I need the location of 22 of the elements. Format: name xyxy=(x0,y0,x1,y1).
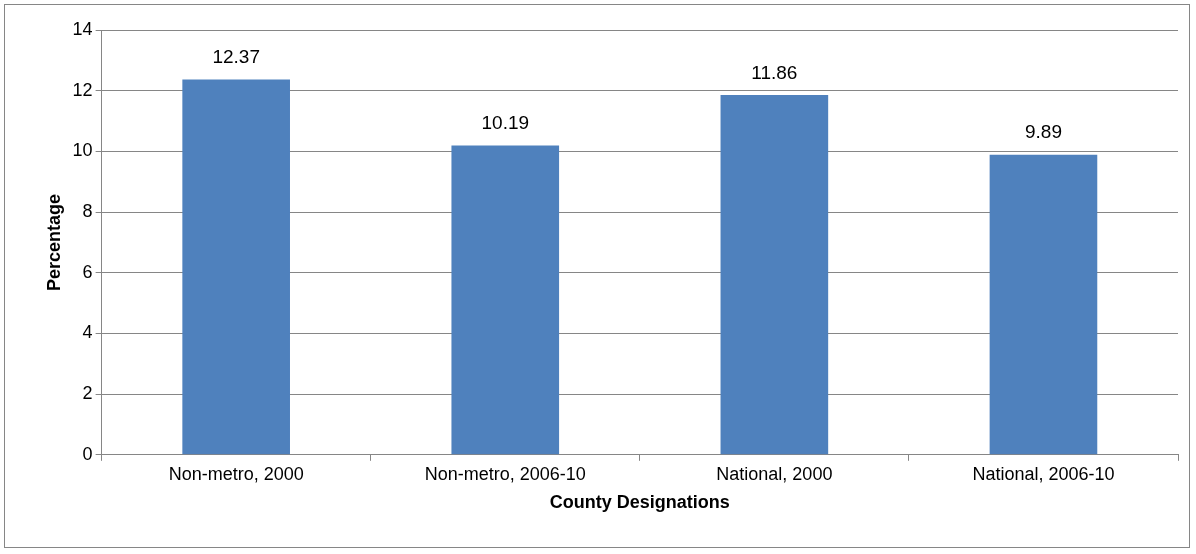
bar xyxy=(451,145,560,455)
x-axis-title: County Designations xyxy=(549,492,730,513)
data-label: 12.37 xyxy=(212,46,260,68)
x-tick-label: National, 2006-10 xyxy=(972,463,1115,484)
y-tick-label: 4 xyxy=(82,322,93,343)
data-label: 10.19 xyxy=(481,112,530,134)
x-tick-label: National, 2000 xyxy=(716,463,833,484)
y-tick-label: 12 xyxy=(72,79,93,100)
x-tick-label: Non-metro, 2006-10 xyxy=(424,463,586,484)
bar xyxy=(720,94,829,455)
bar xyxy=(989,154,1098,455)
y-tick-label: 14 xyxy=(72,18,93,39)
y-tick-label: 6 xyxy=(82,261,93,282)
data-label: 9.89 xyxy=(1024,121,1062,143)
x-tick-label: Non-metro, 2000 xyxy=(168,463,304,484)
data-label: 11.86 xyxy=(751,61,798,83)
bar xyxy=(182,79,290,455)
y-axis-title: Percentage xyxy=(43,193,64,291)
y-tick-label: 0 xyxy=(82,443,93,464)
y-tick-label: 2 xyxy=(82,383,93,404)
y-tick-label: 8 xyxy=(82,201,93,222)
y-tick-label: 10 xyxy=(72,140,93,161)
